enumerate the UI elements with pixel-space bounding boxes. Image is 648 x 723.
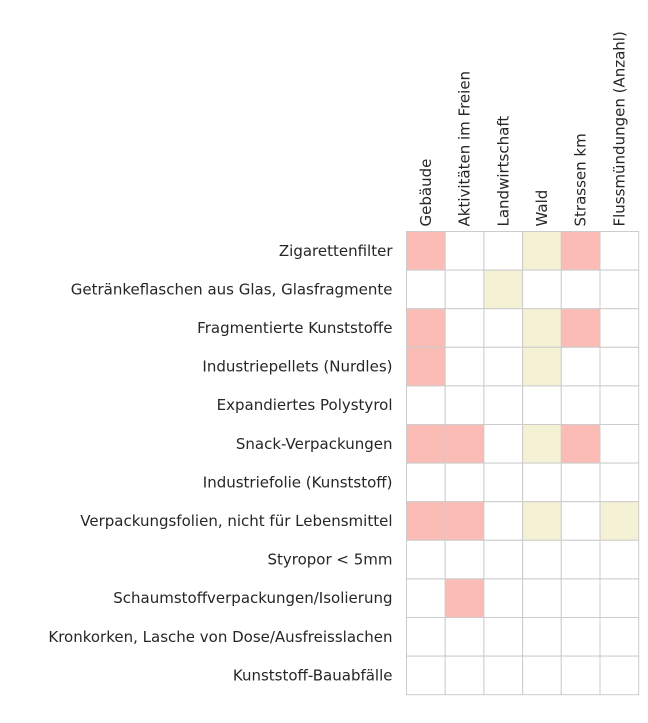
heatmap-cell xyxy=(560,231,601,271)
heatmap-cell xyxy=(599,231,640,271)
heatmap-cell xyxy=(522,539,562,580)
heatmap-cell xyxy=(599,578,640,619)
row-label: Fragmentierte Kunststoffe xyxy=(197,319,392,337)
heatmap-cells xyxy=(406,231,640,696)
heatmap-cell xyxy=(406,617,446,657)
heatmap-cell xyxy=(599,655,640,696)
row-label: Schaumstoffverpackungen/Isolierung xyxy=(113,589,392,607)
heatmap-cell xyxy=(599,617,640,657)
heatmap-cell xyxy=(444,346,485,387)
heatmap-cell xyxy=(483,424,524,464)
heatmap-cell xyxy=(560,269,601,310)
row-label: Kunststoff-Bauabfälle xyxy=(233,666,393,684)
heatmap-cell xyxy=(444,424,485,464)
heatmap-cell xyxy=(522,308,562,348)
heatmap-cell xyxy=(599,346,640,387)
heatmap-cell xyxy=(560,655,601,696)
row-label: Expandiertes Polystyrol xyxy=(217,396,393,414)
column-label: Strassen km xyxy=(572,133,590,226)
row-label: Industriefolie (Kunststoff) xyxy=(203,473,393,491)
heatmap-cell xyxy=(406,655,446,696)
heatmap-cell xyxy=(444,539,485,580)
heatmap-cell xyxy=(560,308,601,348)
heatmap-cell xyxy=(560,462,601,503)
column-labels: Gebäude Aktivitäten im Freien Landwirtscha… xyxy=(417,31,629,226)
heatmap-cell xyxy=(560,424,601,464)
row-label: Styropor < 5mm xyxy=(267,551,392,569)
heatmap-cell xyxy=(406,269,446,310)
column-label: Gebäude xyxy=(417,159,435,227)
heatmap-cell xyxy=(483,539,524,580)
heatmap-cell xyxy=(522,501,562,541)
heatmap-cell xyxy=(599,539,640,580)
heatmap-cell xyxy=(483,617,524,657)
heatmap-cell xyxy=(444,462,485,503)
heatmap-cell xyxy=(444,385,485,425)
row-label: Getränkeflaschen aus Glas, Glasfragmente xyxy=(71,280,393,298)
heatmap-cell xyxy=(522,231,562,271)
heatmap-cell xyxy=(483,269,524,310)
heatmap-cell xyxy=(483,308,524,348)
heatmap-cell xyxy=(599,269,640,310)
heatmap-cell xyxy=(406,385,446,425)
heatmap-cell xyxy=(599,501,640,541)
heatmap-cell xyxy=(483,578,524,619)
heatmap-cell xyxy=(599,424,640,464)
heatmap-cell xyxy=(560,501,601,541)
heatmap-cell xyxy=(406,501,446,541)
column-label: Aktivitäten im Freien xyxy=(456,71,474,227)
heatmap-cell xyxy=(599,385,640,425)
heatmap-cell xyxy=(522,346,562,387)
heatmap-cell xyxy=(522,424,562,464)
heatmap-cell xyxy=(522,269,562,310)
row-label: Snack-Verpackungen xyxy=(236,435,393,453)
heatmap-cell xyxy=(560,385,601,425)
heatmap-cell xyxy=(599,462,640,503)
heatmap-cell xyxy=(483,346,524,387)
row-label: Kronkorken, Lasche von Dose/Ausfreisslac… xyxy=(48,628,392,646)
row-label: Verpackungsfolien, nicht für Lebensmitte… xyxy=(80,512,392,530)
row-labels: Zigarettenfilter Getränkeflaschen aus Gla… xyxy=(48,242,393,685)
heatmap-cell xyxy=(483,462,524,503)
heatmap-cell xyxy=(406,308,446,348)
row-label: Industriepellets (Nurdles) xyxy=(202,358,392,376)
heatmap-cell xyxy=(522,385,562,425)
heatmap-cell xyxy=(483,501,524,541)
heatmap-cell xyxy=(560,346,601,387)
heatmap-cell xyxy=(406,346,446,387)
heatmap-cell xyxy=(444,269,485,310)
heatmap-cell xyxy=(483,655,524,696)
heatmap-cell xyxy=(444,501,485,541)
heatmap-cell xyxy=(522,617,562,657)
heatmap-cell xyxy=(406,424,446,464)
row-label: Zigarettenfilter xyxy=(279,242,393,260)
heatmap-cell xyxy=(560,539,601,580)
heatmap-cell xyxy=(483,385,524,425)
heatmap-cell xyxy=(522,655,562,696)
heatmap-cell xyxy=(522,578,562,619)
heatmap-cell xyxy=(522,462,562,503)
heatmap-cell xyxy=(406,231,446,271)
heatmap-cell xyxy=(560,617,601,657)
heatmap-cell xyxy=(483,231,524,271)
column-label: Flussmündungen (Anzahl) xyxy=(610,31,628,226)
heatmap-cell xyxy=(406,578,446,619)
column-label: Wald xyxy=(533,190,551,227)
heatmap-cell xyxy=(406,539,446,580)
heatmap-cell xyxy=(444,308,485,348)
heatmap-cell xyxy=(444,655,485,696)
heatmap-cell xyxy=(599,308,640,348)
heatmap-cell xyxy=(406,462,446,503)
heatmap-cell xyxy=(560,578,601,619)
column-label: Landwirtschaft xyxy=(494,116,512,227)
heatmap-cell xyxy=(444,231,485,271)
heatmap-cell xyxy=(444,617,485,657)
heatmap-cell xyxy=(444,578,485,619)
